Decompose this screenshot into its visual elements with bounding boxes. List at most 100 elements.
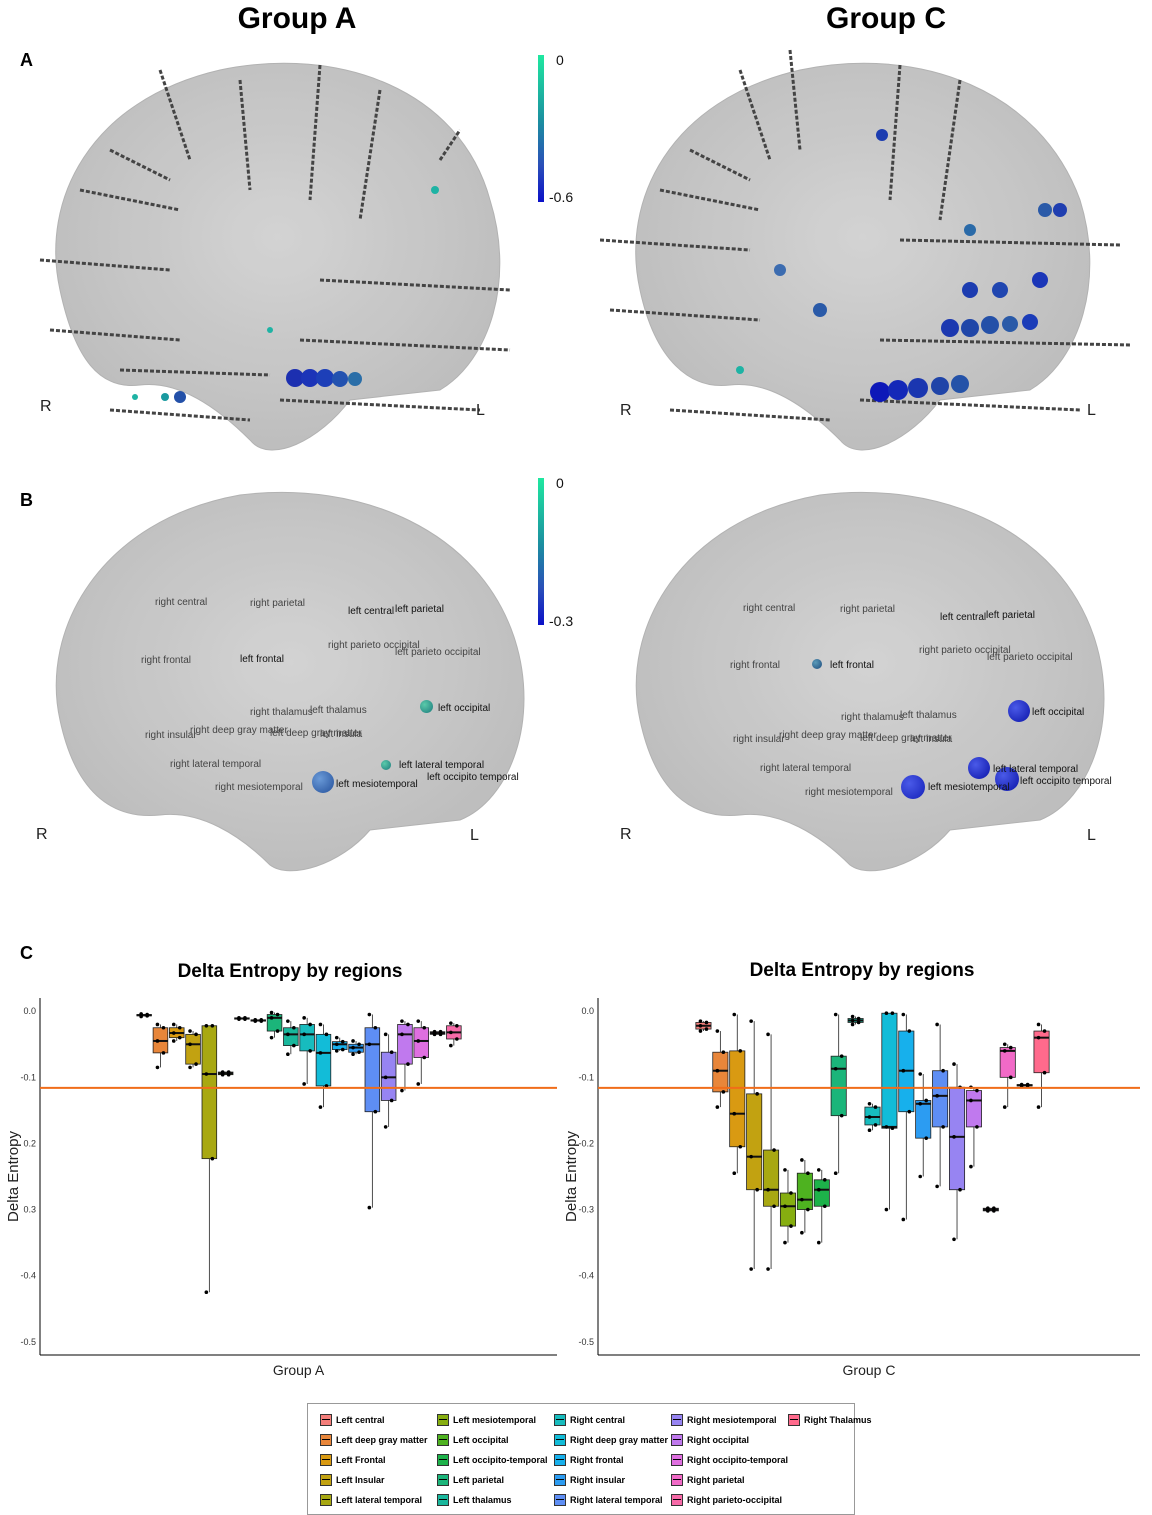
box-left-mesiotemporal	[779, 1168, 796, 1245]
sphere-left-mesiotemporal	[312, 771, 334, 793]
label-a-right-parietal: right parietal	[250, 598, 306, 609]
legend-label: Right parietal	[687, 1475, 745, 1485]
label-a-left-parietal: left parietal	[395, 604, 444, 615]
box-right-parietal	[999, 1042, 1016, 1109]
legend-item: Right parietal	[671, 1474, 745, 1486]
colorbar-a	[538, 55, 544, 202]
legend-swatch	[437, 1474, 449, 1486]
x-axis-label: Group A	[273, 1362, 325, 1378]
y-axis-label: Delta Entropy	[5, 1131, 22, 1222]
label-a-left-central: left central	[348, 606, 395, 617]
legend-label: Left lateral temporal	[336, 1495, 423, 1505]
legend-item: Right insular	[554, 1474, 625, 1486]
legend-label: Left mesiotemporal	[453, 1415, 537, 1425]
box-right-lateral-temporal	[932, 1022, 949, 1189]
y-tick-label: -0.5	[578, 1337, 594, 1347]
legend-item: Right occipito-temporal	[671, 1454, 788, 1466]
legend-item: Right deep gray matter	[554, 1434, 668, 1446]
box-right-occipito-temporal	[982, 1206, 999, 1213]
label-a-right-central: right central	[155, 597, 208, 608]
legend-swatch	[437, 1454, 449, 1466]
panel-letter-b: B	[20, 490, 33, 510]
label-a-left-mesiotemporal: left mesiotemporal	[336, 779, 418, 790]
label-c-left-deep-gray-matter: left deep gray matter	[860, 733, 952, 744]
legend-swatch	[554, 1474, 566, 1486]
label-c-right-deep-gray-matter: right deep gray matter	[779, 730, 877, 741]
label-a-right-thalamus: right thalamus	[250, 707, 313, 718]
y-tick-label: -0.4	[578, 1271, 594, 1281]
label-c-left-thalamus: left thalamus	[900, 710, 957, 721]
label-c-right-mesiotemporal: right mesiotemporal	[805, 787, 893, 798]
box-left-occipito-temporal	[250, 1018, 266, 1023]
legend-label: Left Frontal	[336, 1455, 386, 1465]
legend-item: Right Thalamus	[788, 1414, 872, 1426]
label-a-right-insular: right insular	[145, 730, 197, 741]
legend-label: Right deep gray matter	[570, 1435, 669, 1445]
sphere-left-occipital	[420, 700, 433, 713]
legend-item: Left mesiotemporal	[437, 1414, 536, 1426]
box-right-mesiotemporal	[380, 1032, 397, 1129]
chart-legend: Left central Left deep gray matter Left Fr…	[307, 1403, 872, 1515]
legend-item: Left parietal	[437, 1474, 504, 1486]
colorbar-b-bottom-label: -0.3	[549, 613, 574, 629]
label-c-left-central: left central	[940, 612, 987, 623]
box-right-insular	[348, 1039, 364, 1056]
label-a-right-lateral-temporal: right lateral temporal	[170, 759, 262, 770]
group-a-title: Group A	[237, 2, 357, 35]
legend-label: Right parieto-occipital	[687, 1495, 783, 1505]
legend-swatch	[320, 1414, 332, 1426]
label-c-left-parieto-occipital: left parieto occipital	[987, 652, 1073, 663]
label-c-right-central: right central	[743, 603, 796, 614]
y-tick-label: 0.0	[581, 1006, 594, 1016]
label-c-left-occipital: left occipital	[1032, 707, 1085, 718]
box-left-insular	[746, 1019, 763, 1271]
box-left-parietal	[830, 1012, 847, 1175]
legend-item: Left Insular	[320, 1474, 385, 1486]
brain-rendering-b-group-c	[635, 491, 1105, 872]
legend-label: Right Thalamus	[804, 1415, 872, 1425]
label-a-left-lateral-temporal: left lateral temporal	[399, 760, 485, 771]
brain-rendering-a-group-a	[39, 62, 511, 451]
box-left-thalamus	[283, 1019, 299, 1056]
legend-item: Right frontal	[554, 1454, 624, 1466]
hemisphere-left-label-a2: L	[1087, 402, 1096, 419]
box-right-lateral-temporal	[364, 1012, 381, 1210]
chart-title-group-c: Delta Entropy by regions	[749, 960, 975, 981]
box-left-thalamus	[847, 1014, 864, 1027]
y-tick-label: 0.2	[23, 1138, 36, 1148]
legend-label: Left parietal	[453, 1475, 505, 1485]
box-left-occipito-temporal	[813, 1168, 830, 1245]
label-a-right-deep-gray-matter: right deep gray matter	[190, 725, 288, 736]
box-right-occipital	[397, 1019, 413, 1093]
hemisphere-left-label-b1: L	[470, 827, 479, 844]
label-c-right-thalamus: right thalamus	[841, 712, 904, 723]
legend-swatch	[554, 1414, 566, 1426]
legend-swatch	[671, 1454, 683, 1466]
y-tick-label: -0.5	[20, 1337, 36, 1347]
label-a-left-parieto-occipital: left parieto occipital	[395, 647, 481, 658]
y-tick-label: 0.3	[23, 1205, 36, 1215]
panel-letter-a: A	[20, 50, 33, 70]
label-a-left-occipito-temporal: left occipito temporal	[427, 772, 519, 783]
legend-label: Right central	[570, 1415, 626, 1425]
legend-item: Left Frontal	[320, 1454, 386, 1466]
box-right-parieto-occipital	[1016, 1082, 1033, 1088]
legend-swatch	[437, 1414, 449, 1426]
box-right-central	[864, 1101, 881, 1133]
sphere-c-left-mesiotemporal	[901, 775, 925, 799]
y-axis-label: Delta Entropy	[563, 1131, 580, 1222]
sphere-c-left-occipito-temporal	[995, 767, 1019, 791]
label-a-right-parieto-occipital: right parieto occipital	[328, 640, 420, 651]
label-c-right-lateral-temporal: right lateral temporal	[760, 763, 852, 774]
label-c-left-insula: left insula	[910, 734, 953, 745]
box-left-central	[695, 1019, 712, 1033]
label-c-right-parieto-occipital: right parieto occipital	[919, 645, 1011, 656]
hemisphere-right-label-a2: R	[620, 402, 632, 419]
hemisphere-left-label-b2: L	[1087, 827, 1096, 844]
hemisphere-right-label-b1: R	[36, 826, 48, 843]
label-a-left-insula: left insula	[320, 729, 363, 740]
box-chart-group-c: 0.0 -0.1 -0.2 -0.3 -0.4 -0.5 Delta Entropy Grou…	[563, 998, 1140, 1378]
box-left-deep-gray-matter	[152, 1022, 169, 1070]
legend-swatch	[320, 1474, 332, 1486]
label-a-left-occipital: left occipital	[438, 703, 491, 714]
